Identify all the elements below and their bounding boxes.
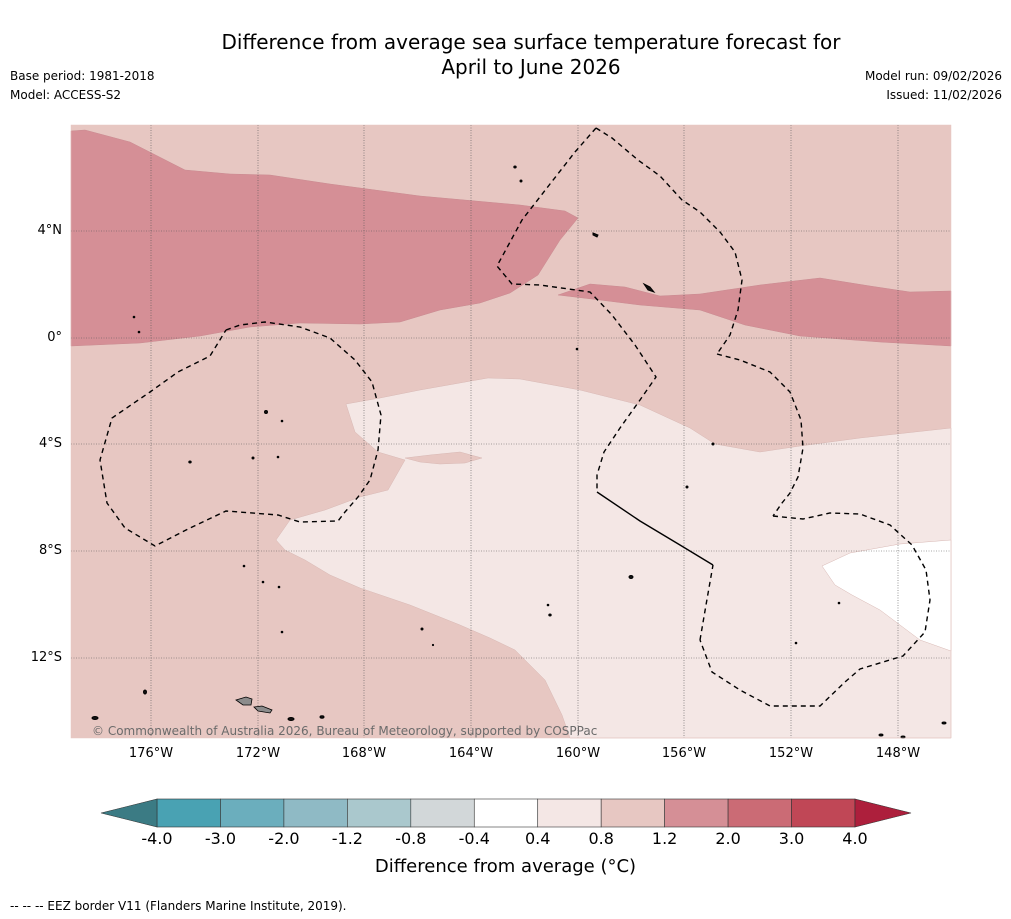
colorbar-over-arrow bbox=[854, 798, 912, 828]
colorbar-tick-label: 0.8 bbox=[588, 829, 614, 848]
warm-band-east bbox=[557, 277, 952, 347]
model-run-text: Model run: 09/02/2026 bbox=[864, 69, 1002, 83]
colorbar-swatch bbox=[664, 798, 729, 828]
warm-band-north bbox=[70, 129, 579, 347]
lon-label-156w: 156°W bbox=[661, 746, 707, 761]
colorbar-tick-label: 2.0 bbox=[715, 829, 741, 848]
eez-legend-note: -- -- -- EEZ border V11 (Flanders Marine… bbox=[10, 899, 347, 913]
meta-left: Base period: 1981-2018 Model: ACCESS-S2 bbox=[10, 67, 155, 105]
colorbar-tick-label: 3.0 bbox=[778, 829, 805, 848]
colorbar-tick-label: -0.8 bbox=[395, 829, 427, 848]
chart-title: Difference from average sea surface temp… bbox=[0, 30, 1011, 80]
colorbar-tick-label: 4.0 bbox=[842, 829, 868, 848]
map-frame bbox=[70, 124, 952, 739]
eez-solid-segment bbox=[596, 491, 714, 566]
lat-label-12s: 12°S bbox=[30, 650, 62, 665]
colorbar-tick-label: -4.0 bbox=[141, 829, 173, 848]
lon-label-176w: 176°W bbox=[128, 746, 174, 761]
colorbar-swatch bbox=[473, 798, 539, 828]
colorbar-title: Difference from average (°C) bbox=[374, 856, 637, 877]
colorbar-swatch bbox=[727, 798, 792, 828]
lon-label-168w: 168°W bbox=[341, 746, 387, 761]
colorbar-swatch bbox=[600, 798, 665, 828]
lon-label-164w: 164°W bbox=[448, 746, 494, 761]
title-line-1: Difference from average sea surface temp… bbox=[221, 30, 841, 54]
lon-label-160w: 160°W bbox=[555, 746, 601, 761]
near-average-region bbox=[821, 539, 952, 652]
samoa-islands bbox=[235, 696, 273, 714]
colorbar-swatch bbox=[537, 798, 602, 828]
base-period-text: Base period: 1981-2018 bbox=[10, 69, 155, 83]
pink-tongue bbox=[404, 451, 483, 465]
lon-label-152w: 152°W bbox=[768, 746, 814, 761]
colorbar-swatch bbox=[410, 798, 475, 828]
colorbar-swatch bbox=[283, 798, 348, 828]
colorbar bbox=[100, 798, 912, 828]
mild-warm-region bbox=[275, 377, 952, 739]
islands bbox=[91, 165, 947, 739]
colorbar-swatch bbox=[156, 798, 221, 828]
colorbar-tick-label: -1.2 bbox=[331, 829, 363, 848]
meta-right: Model run: 09/02/2026 Issued: 11/02/2026 bbox=[865, 67, 1002, 105]
issued-text: Issued: 11/02/2026 bbox=[886, 88, 1002, 102]
colorbar-tick-label: -0.4 bbox=[458, 829, 490, 848]
lon-label-172w: 172°W bbox=[235, 746, 281, 761]
lat-label-4s: 4°S bbox=[38, 436, 62, 451]
colorbar-tick-label: 1.2 bbox=[651, 829, 678, 848]
copyright-notice: © Commonwealth of Australia 2026, Bureau… bbox=[92, 724, 598, 738]
title-line-2: April to June 2026 bbox=[441, 55, 621, 79]
eez-borders bbox=[99, 127, 931, 707]
colorbar-under-arrow bbox=[100, 798, 158, 828]
colorbar-tick-label: -3.0 bbox=[204, 829, 237, 848]
model-text: Model: ACCESS-S2 bbox=[10, 88, 122, 102]
colorbar-swatch bbox=[220, 798, 285, 828]
graticule bbox=[71, 125, 951, 738]
lat-label-0: 0° bbox=[47, 330, 62, 345]
colorbar-swatch bbox=[347, 798, 412, 828]
lon-label-148w: 148°W bbox=[875, 746, 921, 761]
lat-label-8s: 8°S bbox=[38, 543, 62, 558]
lat-label-4n: 4°N bbox=[37, 223, 63, 238]
colorbar-swatch bbox=[791, 798, 856, 828]
colorbar-tick-label: -2.0 bbox=[268, 829, 300, 848]
colorbar-tick-label: 0.4 bbox=[524, 829, 551, 848]
